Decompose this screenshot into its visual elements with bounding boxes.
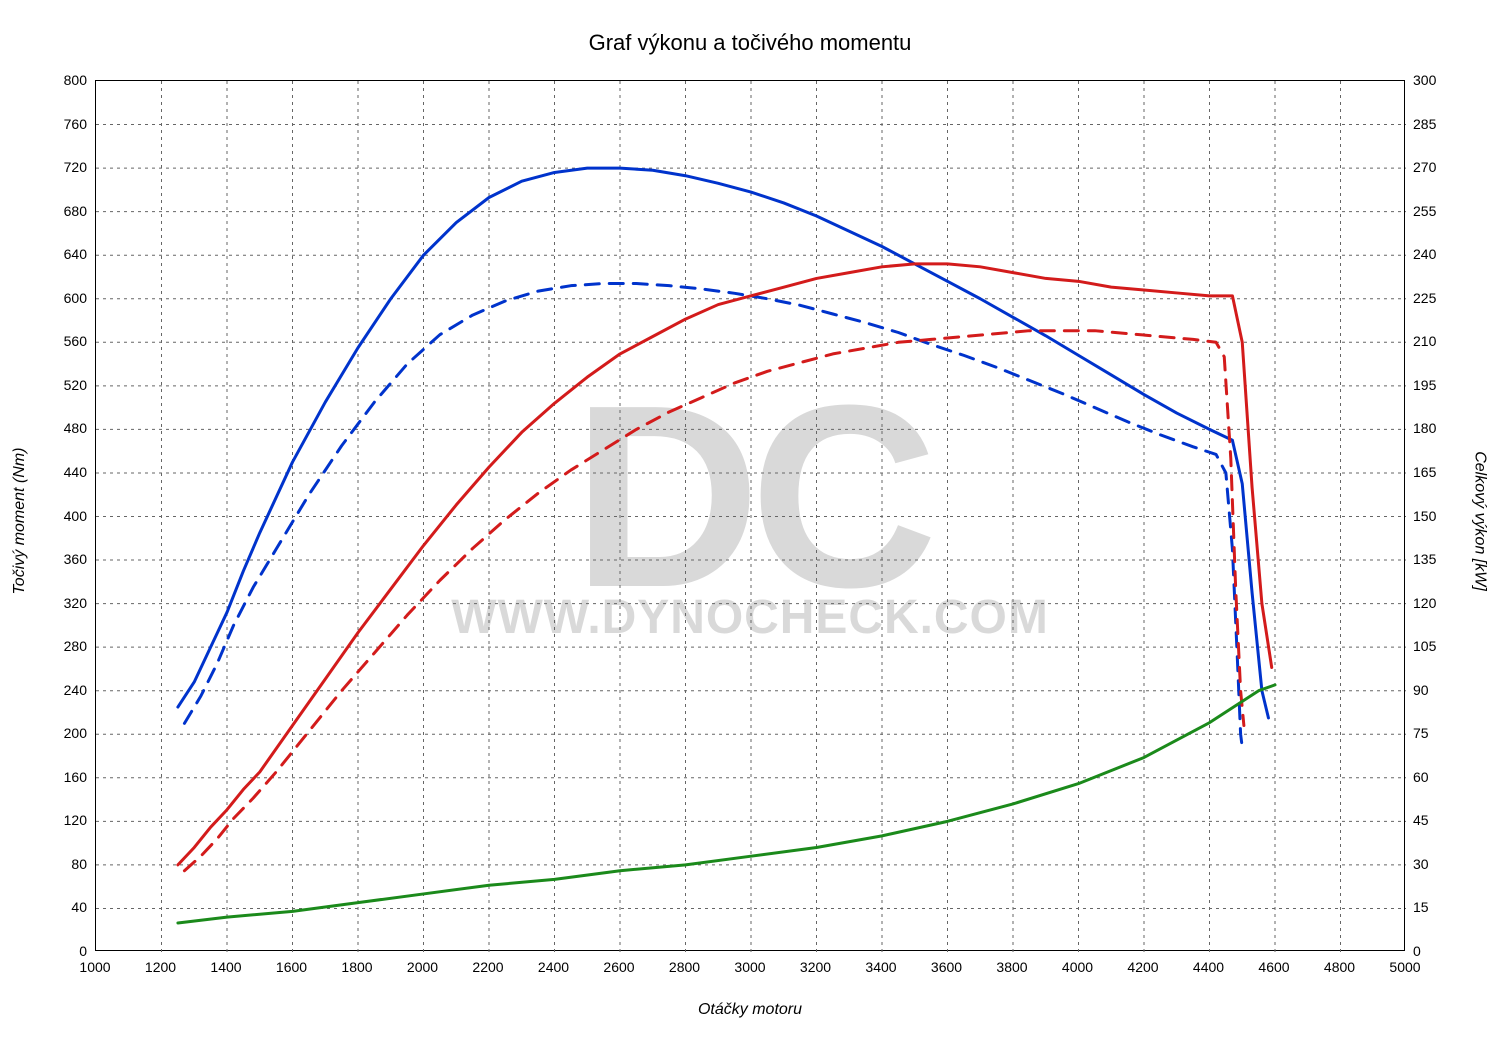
series-torque-stock — [184, 284, 1242, 748]
series-power-tuned — [178, 264, 1272, 865]
tick-label: 4600 — [1258, 959, 1289, 975]
tick-label: 30 — [1413, 856, 1429, 872]
series-power-stock — [184, 331, 1243, 871]
y-right-axis-label: Celkový výkon [kW] — [1471, 451, 1489, 591]
tick-label: 4400 — [1193, 959, 1224, 975]
tick-label: 225 — [1413, 290, 1436, 306]
series-torque-tuned — [178, 168, 1269, 718]
tick-label: 165 — [1413, 464, 1436, 480]
tick-label: 90 — [1413, 682, 1429, 698]
tick-label: 3400 — [865, 959, 896, 975]
tick-label: 1000 — [79, 959, 110, 975]
tick-label: 1400 — [210, 959, 241, 975]
tick-label: 160 — [64, 769, 87, 785]
tick-label: 1800 — [341, 959, 372, 975]
tick-label: 5000 — [1389, 959, 1420, 975]
tick-label: 200 — [64, 725, 87, 741]
x-axis-label: Otáčky motoru — [0, 1001, 1500, 1019]
tick-label: 2200 — [472, 959, 503, 975]
tick-label: 520 — [64, 377, 87, 393]
tick-label: 75 — [1413, 725, 1429, 741]
tick-label: 2600 — [603, 959, 634, 975]
tick-label: 40 — [71, 899, 87, 915]
tick-label: 120 — [1413, 595, 1436, 611]
tick-label: 3000 — [734, 959, 765, 975]
tick-label: 2800 — [669, 959, 700, 975]
tick-label: 3800 — [996, 959, 1027, 975]
tick-label: 105 — [1413, 638, 1436, 654]
chart-title: Graf výkonu a točivého momentu — [0, 30, 1500, 56]
tick-label: 45 — [1413, 812, 1429, 828]
tick-label: 4000 — [1062, 959, 1093, 975]
tick-label: 255 — [1413, 203, 1436, 219]
tick-label: 135 — [1413, 551, 1436, 567]
tick-label: 3600 — [931, 959, 962, 975]
tick-label: 1200 — [145, 959, 176, 975]
tick-label: 640 — [64, 246, 87, 262]
tick-label: 0 — [79, 943, 87, 959]
tick-label: 800 — [64, 72, 87, 88]
tick-label: 300 — [1413, 72, 1436, 88]
tick-label: 240 — [1413, 246, 1436, 262]
tick-label: 760 — [64, 116, 87, 132]
tick-label: 2000 — [407, 959, 438, 975]
tick-label: 600 — [64, 290, 87, 306]
tick-label: 210 — [1413, 333, 1436, 349]
tick-label: 150 — [1413, 508, 1436, 524]
tick-label: 195 — [1413, 377, 1436, 393]
tick-label: 80 — [71, 856, 87, 872]
tick-label: 60 — [1413, 769, 1429, 785]
tick-label: 360 — [64, 551, 87, 567]
tick-label: 480 — [64, 420, 87, 436]
tick-label: 0 — [1413, 943, 1421, 959]
tick-label: 3200 — [800, 959, 831, 975]
tick-label: 4800 — [1324, 959, 1355, 975]
tick-label: 270 — [1413, 159, 1436, 175]
tick-label: 560 — [64, 333, 87, 349]
series-power-loss — [178, 685, 1275, 923]
tick-label: 320 — [64, 595, 87, 611]
tick-label: 720 — [64, 159, 87, 175]
tick-label: 285 — [1413, 116, 1436, 132]
tick-label: 280 — [64, 638, 87, 654]
tick-label: 180 — [1413, 420, 1436, 436]
tick-label: 400 — [64, 508, 87, 524]
tick-label: 440 — [64, 464, 87, 480]
tick-label: 15 — [1413, 899, 1429, 915]
tick-label: 680 — [64, 203, 87, 219]
tick-label: 1600 — [276, 959, 307, 975]
plot-svg — [96, 81, 1406, 952]
tick-label: 240 — [64, 682, 87, 698]
y-left-axis-label: Točivý moment (Nm) — [11, 447, 29, 594]
tick-label: 4200 — [1127, 959, 1158, 975]
plot-area: DC WWW.DYNOCHECK.COM — [95, 80, 1405, 951]
tick-label: 2400 — [538, 959, 569, 975]
tick-label: 120 — [64, 812, 87, 828]
